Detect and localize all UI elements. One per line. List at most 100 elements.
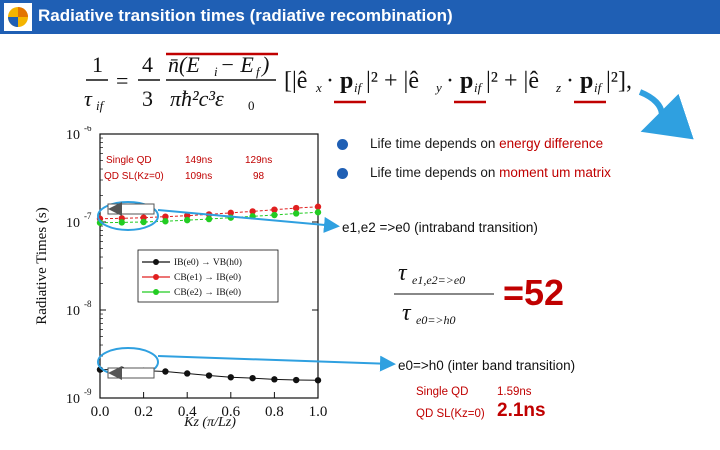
data-point [118, 366, 126, 373]
legend-entry: CB(e1) → IB(e0) [174, 272, 241, 283]
legend-swatch-marker [153, 289, 159, 295]
svg-text:τ: τ [84, 86, 93, 111]
plot-single-qd-label: Single QD [106, 155, 152, 166]
single-qd-label: Single QD [416, 386, 469, 398]
svg-text:·: · [566, 68, 574, 94]
svg-text:|² + |ê: |² + |ê [486, 68, 539, 94]
logo-icon [4, 3, 32, 31]
data-point [162, 218, 169, 225]
single-qd-value: 1.59ns [497, 386, 532, 398]
bullet-energy-difference: Life time depends on energy difference [337, 136, 720, 151]
ratio-value: =52 [503, 272, 565, 313]
plot-col2-single: 129ns [245, 155, 273, 166]
data-point [227, 214, 234, 221]
svg-text:1: 1 [92, 52, 103, 77]
data-point [184, 216, 191, 224]
x-tick-label: 0.4 [178, 404, 197, 420]
svg-text:p: p [460, 68, 473, 94]
lifetime-ratio-formula: τ e1,e2=>e0 τ e0=>h0 [394, 260, 494, 327]
plot-col1-single: 149ns [185, 155, 213, 166]
data-point [249, 374, 256, 382]
data-point [271, 211, 278, 219]
page-title: Radiative transition times (radiative re… [38, 6, 453, 25]
svg-text:if: if [474, 80, 484, 95]
y-tick-label: 10 [66, 304, 80, 319]
data-point [293, 210, 300, 217]
svg-text:πħ²c³ε: πħ²c³ε [170, 86, 224, 111]
data-point [314, 377, 322, 384]
data-point [205, 372, 213, 379]
data-point [205, 215, 213, 223]
svg-text:− E: − E [220, 52, 254, 77]
qd-sl-label: QD SL(Kz=0) [416, 408, 485, 420]
legend-swatch-marker [153, 259, 159, 265]
data-point [162, 368, 169, 375]
plot-qd-sl-label: QD SL(Kz=0) [104, 171, 164, 182]
data-point [314, 209, 322, 216]
svg-text:if: if [594, 80, 604, 95]
svg-text:y: y [434, 80, 442, 95]
svg-text:|² + |ê: |² + |ê [366, 68, 419, 94]
legend-entry: IB(e0) → VB(h0) [174, 257, 242, 268]
data-point [184, 370, 191, 377]
svg-text:·: · [446, 68, 454, 94]
data-point [249, 213, 256, 220]
y-tick-exponent: -8 [84, 299, 92, 309]
interband-note: e0=>h0 (inter band transition) [398, 358, 576, 373]
x-tick-label: 0.8 [265, 404, 284, 420]
y-tick-label: 10 [66, 128, 80, 143]
svg-text:if: if [354, 80, 364, 95]
svg-text:e0=>h0: e0=>h0 [416, 313, 456, 327]
svg-text:|²],: |²], [606, 68, 632, 94]
legend-swatch-marker [153, 274, 159, 280]
plot-col2-sl: 98 [253, 171, 265, 182]
svg-text:f: f [256, 64, 262, 79]
svg-text:x: x [315, 80, 322, 95]
svg-text:): ) [260, 52, 269, 77]
data-point [271, 376, 278, 383]
svg-text:=: = [116, 68, 128, 93]
svg-text:τ: τ [402, 300, 412, 326]
legend-box [137, 249, 279, 303]
x-tick-label: 0.0 [91, 404, 110, 420]
data-point [314, 203, 322, 210]
curved-arrow-icon [638, 89, 694, 140]
rate-formula: 1 τ if = 4 3 n̄(E i − E f ) πħ²c³ε 0 [|ê… [84, 52, 632, 113]
y-tick-exponent: -7 [84, 211, 92, 221]
y-tick-label: 10 [66, 216, 80, 231]
svg-text:i: i [214, 64, 218, 79]
intraband-note: e1,e2 =>e0 (intraband transition) [342, 220, 538, 235]
svg-text:z: z [555, 80, 561, 95]
svg-text:τ: τ [398, 260, 408, 286]
title-bar: Radiative transition times (radiative re… [0, 0, 720, 34]
data-point [227, 374, 234, 381]
data-point [293, 376, 300, 384]
y-tick-exponent: -6 [84, 126, 92, 133]
y-tick-exponent: -9 [84, 387, 92, 397]
svg-text:[|ê: [|ê [284, 68, 307, 94]
data-point [140, 218, 147, 226]
svg-text:p: p [340, 68, 353, 94]
data-point [118, 219, 126, 226]
y-tick-label: 10 [66, 392, 80, 407]
bullet-moment-matrix: Life time depends on moment um matrix [337, 165, 720, 180]
svg-text:·: · [326, 68, 334, 94]
x-tick-label: 1.0 [309, 404, 328, 420]
svg-text:n̄(E: n̄(E [168, 52, 200, 77]
svg-text:4: 4 [142, 52, 153, 77]
svg-text:e1,e2=>e0: e1,e2=>e0 [412, 273, 465, 287]
svg-text:if: if [96, 98, 106, 113]
legend-entry: CB(e2) → IB(e0) [174, 287, 241, 298]
radiative-times-chart: 10 -6 10 -7 10 -8 10 -9 0.0 0.2 0.4 0.6 0.8 1.0 IB(e0… [34, 126, 328, 430]
y-axis-label: Radiative Times (s) [34, 207, 50, 325]
x-tick-label: 0.6 [221, 404, 240, 420]
svg-text:p: p [580, 68, 593, 94]
data-point [96, 219, 104, 226]
bullet-dot-icon [337, 167, 348, 179]
bullet-dot-icon [337, 138, 348, 150]
qd-sl-value: 2.1ns [497, 400, 546, 421]
x-tick-label: 0.2 [134, 404, 153, 420]
svg-text:0: 0 [248, 98, 255, 113]
svg-text:3: 3 [142, 86, 153, 111]
x-axis-label: Kz (π/Lz) [183, 415, 236, 430]
